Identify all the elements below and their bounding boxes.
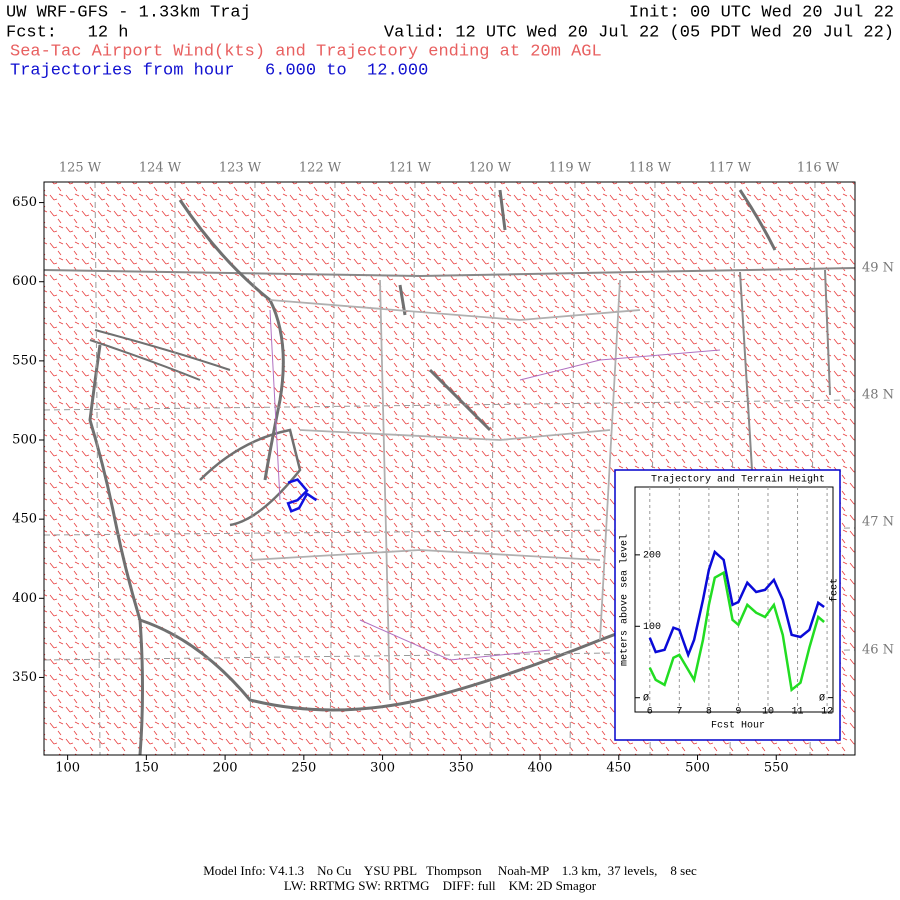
y-tick-label: 450	[12, 512, 37, 527]
x-tick-label: 500	[685, 761, 710, 776]
physics-info: LW: RRTMG SW: RRTMG DIFF: full KM: 2D Sm…	[284, 878, 597, 893]
y-tick-label: 400	[12, 591, 37, 606]
latitude-label: 46 N	[862, 643, 894, 658]
y-tick-label: 600	[12, 274, 37, 289]
valid-time: Valid: 12 UTC Wed 20 Jul 22 (05 PDT Wed …	[384, 23, 894, 42]
longitude-label: 123 W	[219, 161, 262, 176]
x-tick-label: 8	[706, 707, 712, 718]
longitude-label: 119 W	[549, 161, 592, 176]
x-tick-label: 7	[676, 707, 682, 718]
forecast-hour: Fcst: 12 h	[6, 23, 128, 42]
latitude-label: 47 N	[862, 515, 894, 530]
x-tick-label: 350	[449, 761, 474, 776]
longitude-label: 125 W	[59, 161, 102, 176]
inset-title: Trajectory and Terrain Height	[651, 474, 825, 486]
y2-axis-label: feet	[829, 578, 841, 602]
inset-chart: Trajectory and Terrain Height Fcst Hour me…	[614, 469, 841, 741]
title: UW WRF-GFS - 1.33km Traj	[6, 3, 251, 22]
y-tick-label: 550	[12, 353, 37, 368]
x-tick-label: 250	[291, 761, 316, 776]
x-tick-label: 550	[764, 761, 789, 776]
geography	[44, 182, 855, 755]
longitude-label: 121 W	[389, 161, 432, 176]
x-tick-label: 100	[55, 761, 80, 776]
x-axis-label: Fcst Hour	[711, 721, 765, 732]
y-tick-label: Ø	[643, 692, 649, 704]
longitude-label: 124 W	[139, 161, 182, 176]
latitude-label: 49 N	[862, 261, 894, 276]
y2-tick-label: Ø	[819, 692, 825, 704]
trajectory-hours: Trajectories from hour 6.000 to 12.000	[10, 61, 428, 80]
subtitle: Sea-Tac Airport Wind(kts) and Trajectory…	[10, 42, 602, 61]
x-tick-label: 10	[762, 707, 774, 718]
x-tick-label: 400	[528, 761, 553, 776]
series-line	[648, 549, 825, 659]
y-tick-label: 350	[12, 670, 37, 685]
x-tick-label: 9	[735, 707, 741, 718]
inset-frame	[614, 469, 841, 741]
y-tick-label: 100	[643, 622, 661, 633]
longitude-label: 122 W	[299, 161, 342, 176]
inset-plot-area	[634, 486, 834, 713]
y-tick-label: 500	[12, 433, 37, 448]
x-tick-label: 300	[370, 761, 395, 776]
map-frame	[43, 181, 856, 756]
y-tick-label: 200	[643, 550, 661, 561]
latitude-label: 48 N	[862, 388, 894, 403]
x-tick-label: 11	[792, 707, 804, 718]
series-line	[648, 570, 825, 693]
x-tick-label: 12	[821, 707, 833, 718]
longitude-label: 120 W	[469, 161, 512, 176]
y-axis-label: meters above sea level	[619, 534, 631, 666]
y-tick-label: 650	[12, 195, 37, 210]
x-tick-label: 450	[606, 761, 631, 776]
x-tick-label: 150	[134, 761, 159, 776]
longitude-label: 116 W	[797, 161, 840, 176]
trajectory	[286, 478, 318, 513]
init-time: Init: 00 UTC Wed 20 Jul 22	[629, 3, 894, 22]
longitude-label: 117 W	[709, 161, 752, 176]
model-info: Model Info: V4.1.3 No Cu YSU PBL Thompso…	[203, 863, 697, 878]
x-tick-label: 6	[647, 707, 653, 718]
x-tick-label: 200	[213, 761, 238, 776]
longitude-label: 118 W	[629, 161, 672, 176]
